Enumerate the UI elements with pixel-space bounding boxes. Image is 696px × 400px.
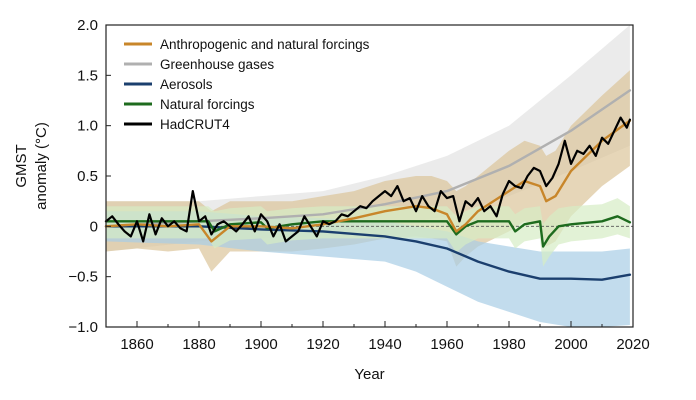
x-tick-label: 1920 xyxy=(306,336,339,353)
y-axis-title: GMST anomaly (°C) xyxy=(13,122,50,210)
x-axis-title: Year xyxy=(354,366,384,383)
legend-label-hadcrut4: HadCRUT4 xyxy=(160,117,230,132)
x-tick-label: 2020 xyxy=(616,336,649,353)
x-tick-label: 1880 xyxy=(182,336,215,353)
line-aerosols xyxy=(104,225,632,281)
y-tick-label: 1.5 xyxy=(77,67,98,84)
x-tick-label: 1980 xyxy=(492,336,525,353)
series-lines xyxy=(104,89,632,281)
line-natural-forcings xyxy=(104,215,632,248)
legend-label-aerosols: Aerosols xyxy=(160,77,213,92)
band-natural-forcings xyxy=(106,198,630,267)
line-hadcrut4 xyxy=(104,116,632,243)
x-axis: 1860 1880 1900 1920 1940 1960 1980 2000 2020 xyxy=(105,321,650,353)
y-axis-title-line2: anomaly (°C) xyxy=(33,122,50,210)
x-tick-label: 1960 xyxy=(430,336,463,353)
legend: Anthropogenic and natural forcings Greenh… xyxy=(124,37,370,132)
legend-label-greenhouse-gases: Greenhouse gases xyxy=(160,57,274,72)
y-tick-label: −0.5 xyxy=(68,269,98,286)
x-tick-label: 2000 xyxy=(554,336,587,353)
x-tick-label: 1860 xyxy=(120,336,153,353)
band-aerosols xyxy=(106,211,630,327)
y-tick-label: 0 xyxy=(90,218,98,235)
y-tick-label: −1.0 xyxy=(68,319,98,336)
y-tick-label: 2.0 xyxy=(77,17,98,34)
x-tick-label: 1940 xyxy=(368,336,401,353)
line-greenhouse-gases xyxy=(104,89,632,228)
y-axis-title-line1: GMST xyxy=(13,144,30,187)
legend-label-natural-forcings: Natural forcings xyxy=(160,97,255,112)
y-tick-label: 0.5 xyxy=(77,168,98,185)
y-tick-label: 1.0 xyxy=(77,118,98,135)
legend-label-anthropogenic-and-natural-forcings: Anthropogenic and natural forcings xyxy=(160,37,370,52)
y-axis: −1.0 −0.5 0 0.5 1.0 1.5 2.0 xyxy=(68,17,111,336)
x-tick-label: 1900 xyxy=(244,336,277,353)
